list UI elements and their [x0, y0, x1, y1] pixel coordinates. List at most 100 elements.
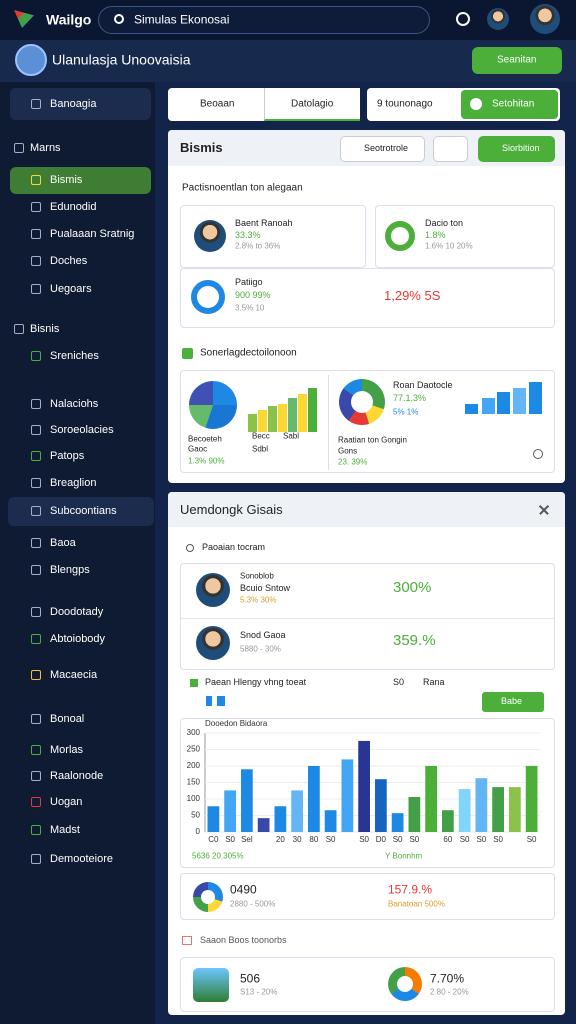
bar: [341, 759, 354, 832]
card-value: 33.3%: [235, 230, 261, 241]
tab-label[interactable]: Setohitan: [492, 98, 535, 110]
sidebar-icon: [31, 714, 41, 724]
icon: [206, 696, 212, 706]
tab-label[interactable]: 9 tounonago: [377, 98, 433, 110]
person-tag: Sonoblob: [240, 571, 274, 581]
sidebar-item[interactable]: Bisnis: [30, 322, 60, 335]
bar: [224, 790, 236, 832]
sidebar-item[interactable]: Baoa: [50, 536, 76, 549]
x-tick-label: S0: [393, 835, 403, 844]
mini-bar: [298, 394, 307, 432]
section-icon: [182, 348, 193, 359]
sidebar-item[interactable]: Uogan: [50, 795, 83, 808]
sidebar-item[interactable]: Subcoontians: [50, 504, 117, 517]
sidebar-item[interactable]: Marns: [30, 141, 61, 154]
sidebar-item[interactable]: Demooteiore: [50, 852, 113, 865]
button[interactable]: [482, 692, 544, 712]
sidebar-item[interactable]: Raalonode: [50, 769, 104, 782]
bar: [425, 766, 437, 832]
button[interactable]: [478, 136, 555, 162]
sidebar-item[interactable]: Doches: [50, 254, 88, 267]
tab-label[interactable]: Beoaan: [200, 98, 235, 110]
sidebar-item[interactable]: Doodotady: [50, 605, 104, 618]
sidebar-selected: [10, 167, 151, 194]
x-tick-label: S0: [527, 835, 537, 844]
search-box[interactable]: [98, 6, 430, 34]
chart-note: 5% 1%: [393, 407, 419, 417]
sidebar-icon: [31, 745, 41, 755]
search-button[interactable]: [433, 136, 468, 162]
settings-icon: [456, 12, 470, 26]
person-value: 300%: [393, 578, 432, 596]
card-value: 1,29% 5S: [384, 287, 441, 303]
chart-foot: Y Bonnhm: [385, 851, 423, 861]
bar: [241, 769, 253, 832]
x-tick-label: S0: [326, 835, 336, 844]
stat-note: 2880 - 500%: [230, 899, 276, 909]
x-tick-label: S0: [476, 835, 486, 844]
mini-bar: [248, 414, 257, 432]
icon: [217, 696, 225, 706]
chart-value: 77.1.3%: [393, 393, 427, 404]
tab[interactable]: [264, 88, 360, 121]
mini-bar: [288, 398, 297, 432]
image: [193, 968, 229, 1002]
sidebar-item[interactable]: Bonoal: [50, 712, 85, 725]
person-name: Bcuio Sntow: [240, 583, 291, 594]
card-name: Dacio ton: [425, 218, 464, 229]
logo: Wailgo: [46, 11, 92, 28]
sidebar-item[interactable]: Soroeolacies: [50, 423, 114, 436]
bar: [308, 766, 320, 832]
sidebar-item[interactable]: Bismis: [50, 173, 83, 186]
sidebar: [0, 82, 155, 1024]
card-note: 2.8% to 36%: [235, 241, 281, 251]
sidebar-item[interactable]: Abtoiobody: [50, 632, 106, 645]
tab[interactable]: [168, 88, 264, 121]
sidebar-icon: [31, 451, 41, 461]
sidebar-icon: [14, 324, 24, 334]
avatar: [196, 626, 230, 660]
sidebar-item[interactable]: Sreniches: [50, 349, 99, 362]
bar: [408, 797, 421, 832]
sidebar-item[interactable]: Edunodid: [50, 200, 97, 213]
panel-title: Uemdongk Gisais: [180, 501, 283, 517]
x-tick-label: S0: [225, 835, 235, 844]
icon: [186, 544, 194, 552]
sidebar-item[interactable]: Patops: [50, 449, 85, 462]
sidebar-item[interactable]: Breaglion: [50, 476, 97, 489]
sidebar-item[interactable]: Macaecia: [50, 668, 98, 681]
sidebar-item[interactable]: Madst: [50, 823, 80, 836]
bar: [458, 789, 471, 832]
x-tick-label: 80: [309, 835, 318, 844]
row-text: S0: [393, 677, 405, 688]
x-tick-label: S0: [493, 835, 503, 844]
mini-bar: [278, 404, 287, 432]
sidebar-item[interactable]: Pualaaan Sratnig: [50, 227, 135, 240]
divider: [328, 375, 329, 470]
bar: [391, 813, 404, 832]
bar: [257, 818, 270, 832]
sidebar-item[interactable]: Blengps: [50, 563, 90, 576]
tab-label[interactable]: Datolagio: [291, 98, 334, 110]
button-text[interactable]: Siorbition: [502, 143, 540, 154]
sidebar-item[interactable]: Banoagia: [50, 97, 97, 110]
button-text[interactable]: Babe: [501, 696, 523, 707]
sidebar-item[interactable]: Morlas: [50, 743, 84, 756]
card: [180, 370, 555, 473]
section-icon: [182, 936, 192, 945]
mini-bar: [513, 388, 526, 414]
sidebar-item[interactable]: Nalaciohs: [50, 397, 99, 410]
header-button-text[interactable]: Seanitan: [497, 54, 537, 66]
legend-label: Becc: [252, 431, 270, 441]
x-tick-label: D0: [376, 835, 387, 844]
sidebar-item[interactable]: Uegoars: [50, 282, 92, 295]
bar: [358, 740, 370, 832]
header-button[interactable]: [472, 47, 562, 74]
button-text[interactable]: Seotrotrole: [364, 143, 409, 154]
chart-value: 1.3% 90%: [188, 456, 225, 466]
stat-note: 2.80 - 20%: [430, 987, 469, 997]
avatar: [487, 8, 509, 30]
sidebar-active: [10, 88, 151, 120]
button[interactable]: [340, 136, 425, 162]
x-tick-label: 20: [276, 835, 285, 844]
